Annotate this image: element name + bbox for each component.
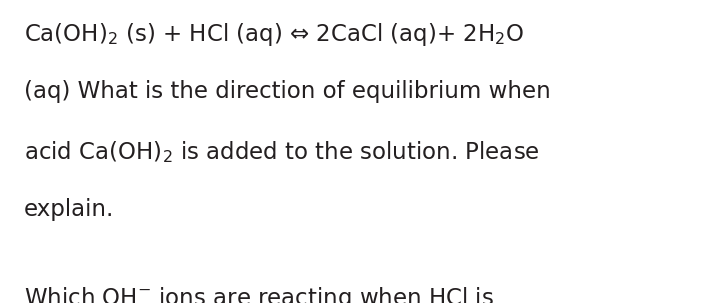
Text: Ca(OH)$_2$ (s) + HCl (aq) ⇔ 2CaCl (aq)+ 2H$_2$O: Ca(OH)$_2$ (s) + HCl (aq) ⇔ 2CaCl (aq)+ …: [24, 21, 524, 48]
Text: (aq) What is the direction of equilibrium when: (aq) What is the direction of equilibriu…: [24, 80, 551, 103]
Text: Which OH$^{-}$ ions are reacting when HCl is: Which OH$^{-}$ ions are reacting when HC…: [24, 285, 494, 303]
Text: explain.: explain.: [24, 198, 114, 221]
Text: acid Ca(OH)$_2$ is added to the solution. Please: acid Ca(OH)$_2$ is added to the solution…: [24, 139, 539, 165]
